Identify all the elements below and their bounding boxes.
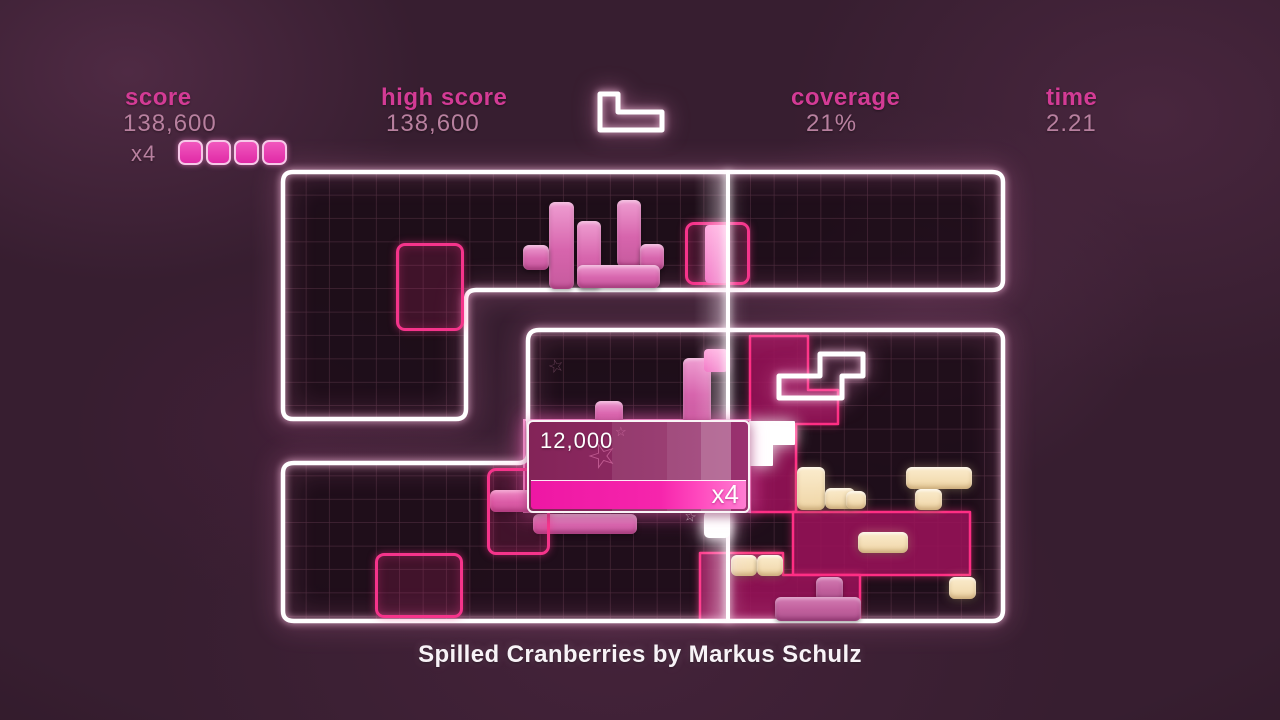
popup-multiplier-bar bbox=[531, 480, 746, 509]
block-beige bbox=[949, 577, 976, 599]
popup-score: 12,000 bbox=[540, 428, 614, 453]
song-caption: Spilled Cranberries by Markus Schulz bbox=[418, 641, 862, 668]
coverage-value: 21% bbox=[806, 110, 858, 137]
high-score-value: 138,600 bbox=[386, 110, 480, 137]
score-popup: ☆ ☆ 12,000 x4 bbox=[527, 420, 750, 513]
block-light bbox=[523, 245, 549, 270]
time-value: 2.21 bbox=[1046, 110, 1097, 137]
block-beige bbox=[731, 555, 757, 576]
multiplier-block bbox=[206, 140, 231, 165]
star-outline-icon: ☆ bbox=[615, 424, 627, 439]
block-light bbox=[617, 200, 641, 267]
block-beige bbox=[846, 491, 866, 509]
block-light2 bbox=[775, 597, 861, 621]
coverage-label: coverage bbox=[791, 84, 901, 111]
score-label: score bbox=[125, 84, 192, 111]
block-beige bbox=[797, 467, 825, 510]
score-value: 138,600 bbox=[123, 110, 217, 137]
multiplier-block bbox=[234, 140, 259, 165]
time-label: time bbox=[1046, 84, 1098, 111]
next-piece-l-icon[interactable] bbox=[597, 91, 665, 133]
multiplier-block bbox=[262, 140, 287, 165]
block-light bbox=[549, 202, 574, 289]
multiplier-block bbox=[178, 140, 203, 165]
beat-line bbox=[726, 171, 730, 621]
block-beige bbox=[858, 532, 908, 553]
popup-multiplier: x4 bbox=[711, 479, 739, 509]
block-beige bbox=[915, 489, 942, 510]
beat-line-glow bbox=[694, 171, 727, 621]
block-outline bbox=[375, 553, 463, 618]
star-outline-icon: ☆ bbox=[716, 530, 725, 541]
block-beige bbox=[757, 555, 783, 576]
block-beige bbox=[906, 467, 972, 489]
block-light bbox=[577, 265, 660, 288]
block-outline bbox=[396, 243, 464, 331]
high-score-label: high score bbox=[381, 84, 508, 111]
multiplier-label: x4 bbox=[131, 141, 157, 166]
